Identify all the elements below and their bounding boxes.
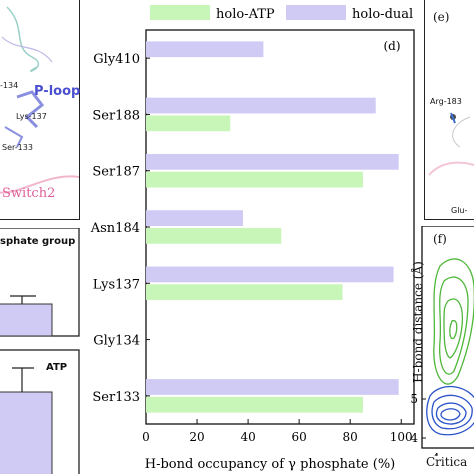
left-mini-bar-charts (0, 228, 80, 474)
xtick-label-60: 60 (292, 430, 307, 444)
atp-small-label: ATP (46, 362, 68, 373)
bar-holo-dual-Ser188 (146, 97, 376, 114)
glu-label: Glu- (451, 206, 468, 215)
panel-label-d: (d) (383, 39, 400, 53)
panel-label-e: (e) (433, 10, 450, 24)
contour-ytick-5: 5 (410, 392, 418, 406)
residue-134-label: -134 (0, 81, 19, 90)
critica-axis-title: Critica (426, 455, 468, 469)
bar-holo-ATP-Ser188 (146, 115, 231, 132)
mini-chart-frame-bottom (0, 349, 80, 474)
panel-label-f: (f) (433, 232, 447, 246)
contours-green (433, 258, 474, 385)
bar-holo-dual-Lys137 (146, 266, 394, 283)
xtick-label-20: 20 (189, 430, 204, 444)
bar-holo-dual-Ser133 (146, 379, 399, 395)
category-label-Asn184: Asn184 (90, 221, 140, 236)
protein-structure-sketch (0, 6, 79, 194)
mini-bar-bottom (0, 391, 53, 474)
category-label-Ser187: Ser187 (92, 165, 140, 180)
category-label-Gly134: Gly134 (93, 334, 140, 349)
switch2-label: Switch2 (2, 186, 56, 201)
legend-label-holo-dual: holo-dual (352, 7, 413, 22)
bar-holo-ATP-Ser187 (146, 171, 363, 188)
hbond-distance-axis-title: H-bond distance (Å) (411, 261, 425, 383)
phosphate-group-label: sphate group (0, 236, 76, 247)
xtick-label-100: 100 (390, 430, 413, 444)
right-structure-panel (424, 0, 474, 220)
x-ticks: 0 20 40 60 80 100 (142, 419, 413, 444)
bar-holo-dual-Gly410 (146, 41, 264, 58)
bar-holo-ATP-Ser133 (146, 396, 363, 413)
category-label-Gly410: Gly410 (93, 52, 140, 67)
contours-blue (426, 385, 474, 436)
bars-group (146, 41, 399, 413)
xtick-label-40: 40 (240, 430, 255, 444)
lys137-label: Lys-137 (16, 112, 47, 121)
chart-legend: holo-ATP holo-dual (150, 5, 413, 22)
legend-swatch-holo-dual (286, 5, 346, 20)
bar-holo-dual-Asn184 (146, 210, 243, 226)
xtick-label-80: 80 (343, 430, 358, 444)
bar-holo-ATP-Asn184 (146, 228, 282, 244)
contour-plot-panel: 5 4 4 (410, 226, 474, 456)
category-label-Lys137: Lys137 (93, 277, 140, 292)
category-label-Ser188: Ser188 (92, 108, 140, 123)
category-label-Ser133: Ser133 (92, 390, 140, 405)
legend-swatch-holo-atp (150, 5, 210, 20)
contour-xtick-4: 4 (432, 451, 440, 456)
contour-plot-frame (421, 226, 474, 449)
x-axis-title: H-bond occupancy of γ phosphate (%) (145, 457, 396, 472)
arg183-label: Arg-183 (430, 97, 462, 106)
xtick-label-0: 0 (142, 430, 150, 444)
mini-bar-top (0, 303, 53, 337)
left-structure-panel (0, 0, 80, 220)
right-structure-sketch (428, 112, 474, 176)
legend-label-holo-atp: holo-ATP (216, 7, 275, 22)
bar-holo-ATP-Lys137 (146, 284, 343, 301)
y-tick-labels: Gly410 Ser188 Ser187 Asn184 Lys137 Gly134 Ser1… (90, 52, 150, 405)
bar-holo-dual-Ser187 (146, 153, 399, 170)
plot-area-frame (145, 29, 415, 425)
contour-ytick-4: 4 (410, 431, 418, 445)
ploop-label: P-loop (34, 84, 81, 99)
ser133-label: Ser-133 (2, 143, 33, 152)
